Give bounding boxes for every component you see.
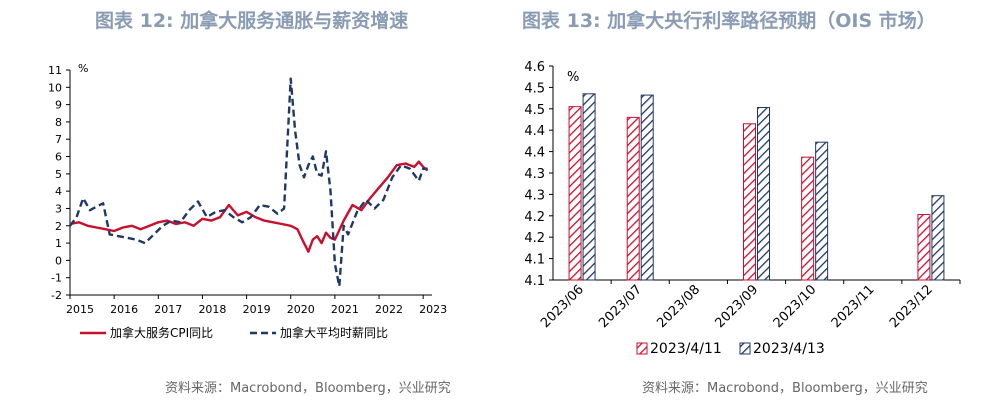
right-y-tick-label: 4.1 bbox=[524, 274, 545, 289]
left-x-tick-label: 2017 bbox=[154, 303, 182, 316]
right-chart-source: 资料来源：Macrobond，Bloomberg，兴业研究 bbox=[642, 381, 928, 396]
right-legend-label: 2023/4/11 bbox=[650, 341, 722, 357]
left-series-services-cpi bbox=[69, 160, 429, 253]
right-y-tick-label: 4.4 bbox=[524, 124, 545, 139]
right-y-tick-label: 4.2 bbox=[524, 231, 545, 246]
left-legend: 加拿大服务CPI同比 加拿大平均时薪同比 bbox=[80, 325, 388, 340]
left-x-tick-label: 2015 bbox=[66, 303, 94, 316]
right-bar-apr11 bbox=[626, 116, 640, 281]
left-y-tick-label: 1 bbox=[55, 237, 62, 250]
right-bar-apr13 bbox=[757, 107, 770, 281]
left-x-tick-label: 2023 bbox=[419, 303, 447, 316]
left-y-tick-label: 10 bbox=[48, 81, 62, 94]
right-x-tick-label: 2023/11 bbox=[829, 282, 878, 331]
right-chart-title: 图表 13: 加拿大央行利率路径预期（OIS 市场） bbox=[522, 10, 936, 32]
left-x-tick-label: 2016 bbox=[110, 303, 138, 316]
left-x-tick-label: 2022 bbox=[375, 303, 403, 316]
right-legend: 2023/4/11 2023/4/13 bbox=[636, 341, 825, 357]
right-y-tick-label: 4.1 bbox=[524, 253, 545, 268]
left-x-tick-label: 2020 bbox=[287, 303, 315, 316]
left-y-tick-label: 3 bbox=[55, 202, 62, 215]
right-y-tick-label: 4.4 bbox=[524, 146, 545, 161]
right-unit-label: % bbox=[567, 70, 579, 85]
left-x-tick-label: 2018 bbox=[198, 303, 226, 316]
right-x-tick-label: 2023/08 bbox=[654, 282, 703, 331]
right-legend-label: 2023/4/13 bbox=[753, 341, 825, 357]
right-bar-apr11 bbox=[568, 106, 582, 281]
left-unit-label: % bbox=[78, 62, 88, 75]
left-legend-label: 加拿大服务CPI同比 bbox=[110, 325, 213, 340]
right-x-tick-label: 2023/07 bbox=[596, 282, 645, 331]
left-chart-title: 图表 12: 加拿大服务通胀与薪资增速 bbox=[95, 10, 409, 32]
right-x-tick-label: 2023/10 bbox=[771, 282, 820, 331]
left-line-chart: -2 -1 0 1 2 3 4 5 6 7 8 9 10 11 2015 2016 2017 2018 2019 20… bbox=[48, 62, 447, 340]
left-y-tick-label: 7 bbox=[55, 133, 62, 146]
left-y-tick-label: 8 bbox=[55, 116, 62, 129]
left-y-tick-label: 6 bbox=[55, 151, 62, 164]
right-bar-apr13 bbox=[815, 141, 829, 281]
left-legend-label: 加拿大平均时薪同比 bbox=[280, 325, 388, 340]
right-y-tick-label: 4.2 bbox=[524, 210, 545, 225]
right-y-tick-label: 4.3 bbox=[524, 167, 545, 182]
right-bar-apr11 bbox=[743, 123, 756, 281]
right-bar-apr11 bbox=[917, 214, 931, 281]
right-bar-apr11 bbox=[801, 156, 815, 281]
right-y-tick-label: 4.5 bbox=[524, 103, 545, 118]
left-chart-source: 资料来源：Macrobond，Bloomberg，兴业研究 bbox=[165, 381, 451, 396]
right-x-tick-label: 2023/12 bbox=[887, 282, 936, 331]
right-bar-apr13 bbox=[640, 94, 654, 281]
right-y-tick-label: 4.6 bbox=[524, 60, 545, 75]
right-bar-apr13 bbox=[931, 195, 945, 281]
left-y-tick-label: 0 bbox=[55, 254, 62, 267]
right-y-tick-label: 4.3 bbox=[524, 188, 545, 203]
right-x-tick-label: 2023/09 bbox=[713, 282, 762, 331]
left-y-tick-label: 5 bbox=[55, 168, 62, 181]
left-y-tick-label: 9 bbox=[55, 99, 62, 112]
left-y-tick-label: -2 bbox=[51, 289, 62, 302]
right-bar-chart: 4.1 4.1 4.2 4.2 4.3 4.3 4.4 4.4 4.5 4.5 4.6 2023/06… bbox=[524, 60, 961, 357]
right-y-tick-label: 4.5 bbox=[524, 81, 545, 96]
right-legend-swatch bbox=[636, 342, 648, 355]
left-y-tick-label: 2 bbox=[55, 220, 62, 233]
left-x-tick-label: 2019 bbox=[243, 303, 271, 316]
left-y-tick-label: -1 bbox=[51, 272, 62, 285]
right-legend-swatch bbox=[739, 342, 751, 355]
right-bar-apr13 bbox=[582, 93, 596, 281]
left-series-hourly-wage bbox=[69, 77, 428, 288]
right-x-tick-label: 2023/06 bbox=[538, 282, 587, 331]
left-y-tick-label: 11 bbox=[48, 64, 62, 77]
left-y-tick-label: 4 bbox=[55, 185, 62, 198]
left-x-tick-label: 2021 bbox=[331, 303, 359, 316]
